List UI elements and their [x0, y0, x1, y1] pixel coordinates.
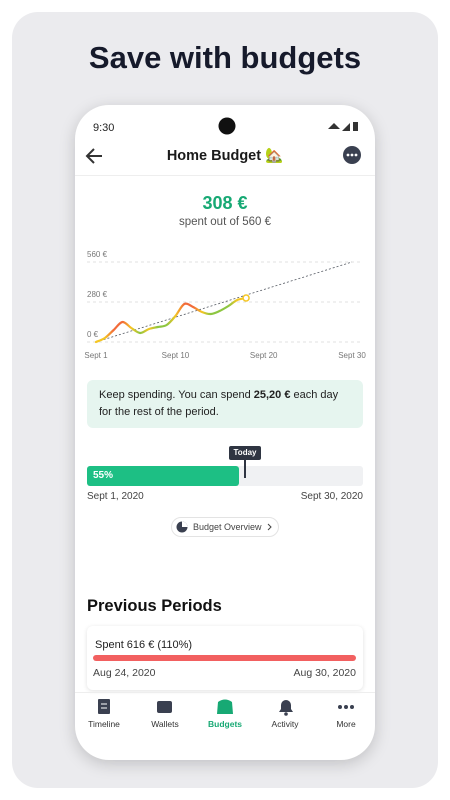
chevron: [267, 523, 272, 531]
status-time: 9:30: [93, 122, 115, 134]
current-point: [242, 294, 250, 302]
y-tick-label: 280 €: [87, 290, 108, 299]
menu-button[interactable]: [342, 145, 362, 165]
x-tick-label: Sept 10: [162, 351, 190, 360]
info-amount: 25,20 €: [253, 389, 291, 401]
nav-item[interactable]: Timeline: [88, 719, 120, 729]
period-end: Sept 30, 2020: [300, 491, 363, 502]
headline: Save with budgets: [88, 40, 362, 75]
info-text: each day for the rest of the period.: [99, 389, 339, 418]
today-marker: [244, 460, 246, 478]
x-tick-label: Sept 30: [338, 351, 366, 360]
period-bar: [93, 655, 356, 661]
nav-item[interactable]: Activity: [271, 719, 299, 729]
info-text: Keep spending. You can spend: [99, 389, 254, 401]
spent-subtitle: spent out of 560 €: [178, 216, 272, 228]
pace-line: [95, 261, 353, 343]
progress-label: 55%: [93, 470, 114, 481]
period-start: Sept 1, 2020: [87, 491, 144, 502]
nav-item[interactable]: Wallets: [151, 719, 179, 729]
spending-line: [94, 296, 248, 344]
x-tick-label: Sept 20: [250, 351, 278, 360]
overview-icon: [176, 521, 188, 533]
section-title: Previous Periods: [87, 597, 222, 615]
nav-item[interactable]: More: [336, 719, 356, 729]
period-end: Aug 30, 2020: [293, 667, 356, 679]
progress-fill: [87, 466, 239, 486]
y-tick-label: 560 €: [87, 250, 108, 259]
period-spent: Spent 616 € (110%): [95, 639, 193, 651]
spending-chart: 0 € 280 € 560 € Sept 1 Sept 10 Sept 20 Sept 30: [84, 250, 366, 360]
screen-title: Home Budget 🏡: [166, 148, 284, 164]
period-start: Aug 24, 2020: [93, 667, 156, 679]
status-icons: [218, 117, 358, 135]
nav-item[interactable]: Budgets: [208, 719, 242, 729]
spent-amount: 308 €: [202, 193, 248, 213]
today-label: Today: [229, 446, 261, 460]
overview-label: Budget Overview: [193, 522, 262, 532]
nav-icons: [98, 699, 354, 716]
divider: [75, 692, 375, 693]
overview-button[interactable]: [171, 517, 279, 537]
back-button[interactable]: [84, 146, 106, 166]
y-tick-label: 0 €: [87, 330, 99, 339]
info-box: Keep spending. You can spend 25,20 € eac…: [87, 380, 363, 428]
x-tick-label: Sept 1: [84, 351, 108, 360]
divider: [75, 175, 375, 176]
